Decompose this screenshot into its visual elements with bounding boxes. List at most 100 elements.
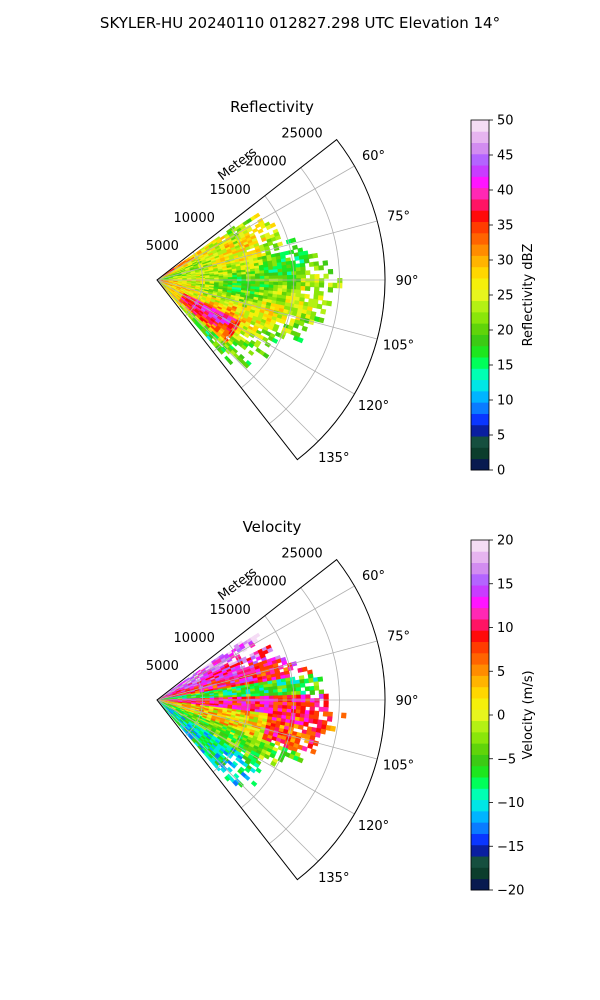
echo-cell [232, 696, 238, 700]
azimuth-spoke [156, 279, 319, 442]
echo-cell [277, 691, 284, 697]
colorbar-tick-label: 5 [497, 665, 505, 680]
echo-cell [323, 698, 329, 704]
echo-cell [309, 690, 316, 696]
echo-cell [318, 265, 324, 271]
echo-cell [269, 222, 277, 229]
echo-cell [277, 278, 284, 283]
azimuth-spoke [156, 699, 319, 862]
echo-cell [255, 276, 261, 280]
echo-cell [253, 632, 261, 639]
colorbar-segment [471, 300, 489, 313]
colorbar-segment [471, 731, 489, 744]
colorbar-segment [471, 562, 489, 575]
colorbar-segment [471, 289, 489, 302]
colorbar-segment [471, 551, 489, 563]
colorbar-segment [471, 867, 489, 880]
echo-cell [295, 267, 302, 272]
echo-cell [316, 303, 323, 310]
colorbar-segment [471, 323, 489, 335]
echo-cell [327, 282, 334, 289]
echo-cell [259, 698, 265, 703]
echo-cell [305, 270, 311, 276]
azimuth-tick-label: 120° [358, 399, 389, 414]
echo-cell [327, 711, 333, 718]
colorbar-tick-label: 10 [497, 621, 514, 636]
colorbar-tick-label: 0 [497, 709, 505, 724]
colorbar-tick-label: 30 [497, 254, 514, 269]
echo-cell [318, 693, 325, 699]
echo-cell [303, 258, 310, 264]
echo-cell [257, 228, 264, 234]
echo-cell [277, 698, 284, 703]
echo-cell [309, 278, 316, 284]
colorbar-tick-label: −15 [497, 840, 524, 855]
echo-cell [267, 647, 274, 653]
echo-cell [300, 278, 307, 283]
colorbar-segment [471, 413, 489, 426]
colorbar-segment [471, 641, 489, 654]
echo-cell [232, 780, 239, 787]
azimuth-spoke [156, 585, 355, 701]
echo-cell [322, 711, 329, 717]
range-ring [212, 643, 249, 773]
echo-cell [318, 290, 324, 297]
velocity-chart: Velocity Meters 500010000150002000025000… [146, 518, 536, 899]
range-tick-label: 20000 [245, 575, 286, 590]
echo-cell [309, 274, 316, 280]
echo-cell [305, 694, 311, 699]
range-ring [240, 615, 295, 809]
echo-cell [268, 275, 275, 280]
echo-cell [300, 282, 306, 287]
echo-cell [300, 690, 306, 696]
colorbar-segment [471, 652, 489, 665]
echo-cell [320, 308, 327, 315]
echo-cell [299, 682, 306, 688]
colorbar-segment [471, 447, 489, 460]
range-tick-label: 10000 [174, 631, 215, 646]
colorbar-segment [471, 664, 489, 676]
azimuth-tick-label: 105° [383, 339, 414, 354]
echo-cell [230, 762, 237, 769]
colorbar-segment [471, 131, 489, 143]
echo-cell [301, 325, 308, 332]
echo-cell [300, 270, 306, 276]
azimuth-spoke [156, 220, 378, 281]
echo-cell [250, 273, 256, 278]
echo-cell [314, 286, 320, 292]
echo-cell [318, 689, 325, 695]
colorbar-segment [471, 630, 489, 643]
echo-cell [282, 275, 288, 280]
echo-cell [253, 212, 261, 219]
echo-cell [300, 702, 306, 707]
echo-cell [295, 270, 302, 276]
echo-cell [246, 278, 252, 282]
colorbar-segment [471, 765, 489, 778]
echo-cell [236, 696, 243, 700]
colorbar-tick-label: 40 [497, 184, 514, 199]
azimuth-spoke [156, 279, 355, 395]
colorbar-segment [471, 675, 489, 688]
colorbar-segment [471, 436, 489, 448]
colorbar-tick-label: 15 [497, 577, 514, 592]
echo-cell [312, 718, 319, 725]
chart-title: Reflectivity [230, 98, 314, 116]
echo-cell [291, 278, 297, 283]
echo-cell [300, 266, 306, 272]
azimuth-tick-label: 75° [387, 629, 410, 644]
colorbar-segment [471, 187, 489, 200]
echo-cell [268, 698, 275, 703]
range-tick-label: 25000 [281, 547, 322, 562]
echo-cell [282, 701, 288, 707]
colorbar-tick-label: 45 [497, 149, 514, 164]
colorbar-segment [471, 822, 489, 834]
echo-cell [282, 278, 288, 283]
azimuth-spoke [156, 640, 378, 701]
echo-cell [297, 337, 304, 344]
echo-cell [296, 698, 302, 703]
range-ring [269, 587, 340, 845]
echo-cell [286, 271, 293, 276]
echo-cell [312, 252, 319, 259]
echo-cell [264, 692, 270, 697]
polar-frame [156, 558, 386, 881]
